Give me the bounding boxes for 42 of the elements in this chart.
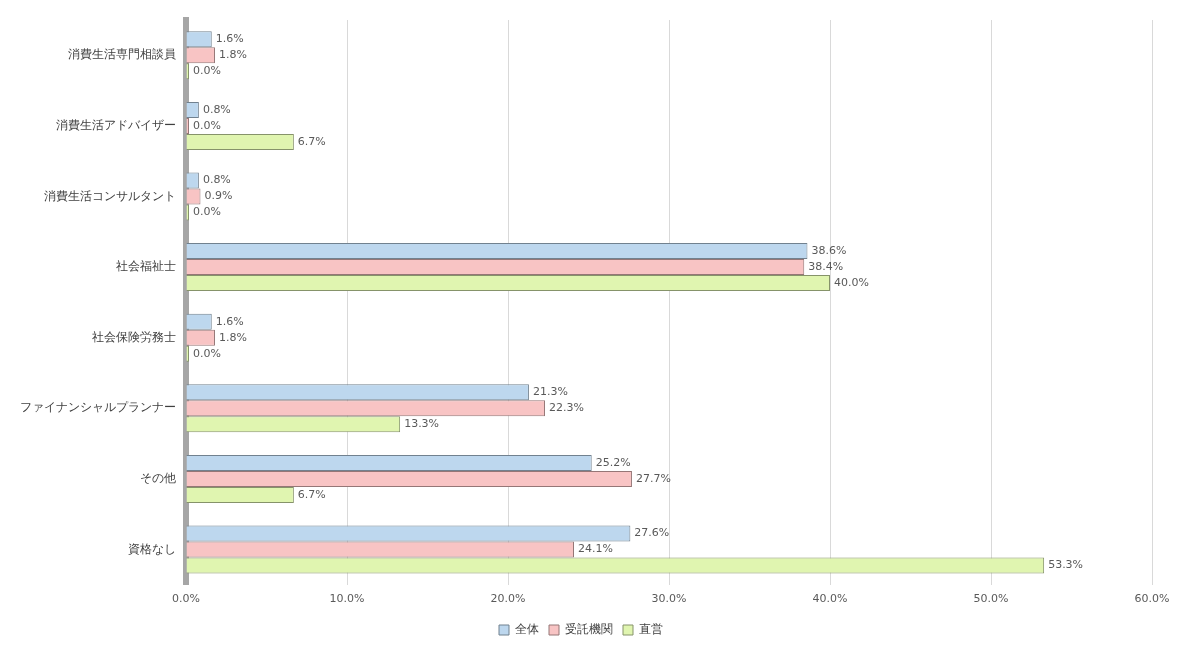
data-label: 1.8% xyxy=(218,48,247,62)
y-tick-label: 資格なし xyxy=(128,541,176,556)
data-label: 38.4% xyxy=(808,259,844,273)
legend-label: 全体 xyxy=(515,622,539,637)
data-label: 0.0% xyxy=(193,64,221,78)
y-tick-label: その他 xyxy=(140,471,176,486)
data-label: 0.8% xyxy=(202,102,231,116)
x-tick-label: 20.0% xyxy=(490,592,526,606)
y-tick-label: 社会保険労務士 xyxy=(92,329,176,344)
data-label: 13.3% xyxy=(404,417,440,431)
data-label: 38.6% xyxy=(811,243,847,257)
x-tick-label: 50.0% xyxy=(973,592,1009,606)
data-label: 0.8% xyxy=(202,173,231,187)
data-label: 27.7% xyxy=(635,471,671,485)
x-tick-label: 40.0% xyxy=(812,592,848,606)
data-label: 0.0% xyxy=(193,118,221,132)
data-label: 1.8% xyxy=(218,330,247,344)
x-tick-label: 0.0% xyxy=(172,592,200,606)
legend-label: 受託機関 xyxy=(565,622,613,637)
data-label: 6.7% xyxy=(297,487,326,501)
data-label: 24.1% xyxy=(578,542,613,556)
data-label: 27.6% xyxy=(634,526,670,540)
y-tick-label: ファイナンシャルプランナー xyxy=(20,400,176,415)
data-label: 0.9% xyxy=(204,189,233,203)
data-label: 22.3% xyxy=(549,401,584,415)
data-label: 25.2% xyxy=(595,455,631,469)
data-label: 6.7% xyxy=(297,134,326,148)
data-label: 1.6% xyxy=(215,32,244,46)
legend-label: 直営 xyxy=(639,622,663,637)
data-label: 1.6% xyxy=(215,314,244,328)
x-tick-label: 30.0% xyxy=(651,592,687,606)
data-label: 21.3% xyxy=(532,385,568,399)
data-label: 53.3% xyxy=(1048,558,1084,572)
y-tick-label: 消費生活アドバイザー xyxy=(56,118,176,133)
y-tick-label: 社会福祉士 xyxy=(116,259,176,274)
x-tick-label: 10.0% xyxy=(329,592,365,606)
data-label: 0.0% xyxy=(193,205,221,219)
y-tick-label: 消費生活専門相談員 xyxy=(68,47,176,62)
x-tick-label: 60.0% xyxy=(1134,592,1170,606)
y-tick-label: 消費生活コンサルタント xyxy=(44,188,176,203)
data-label: 40.0% xyxy=(834,275,869,289)
data-label: 0.0% xyxy=(193,346,221,360)
